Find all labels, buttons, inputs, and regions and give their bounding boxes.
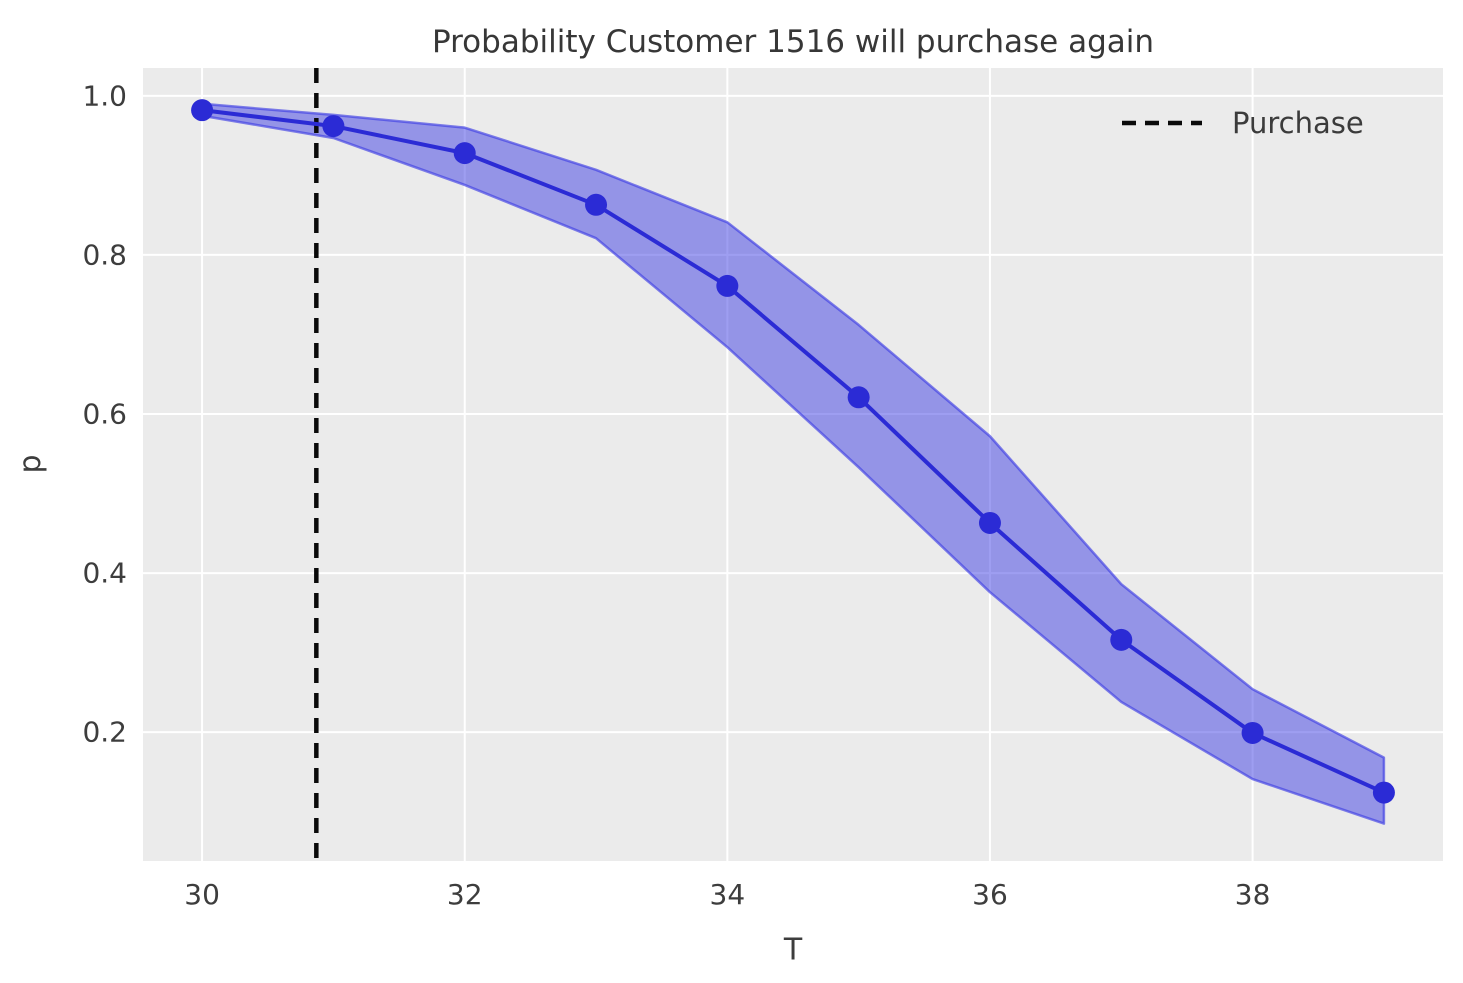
data-point-marker [322,115,345,138]
data-point-marker [191,99,214,122]
data-point-marker [1241,721,1264,744]
x-tick-label: 38 [1235,878,1271,911]
y-tick-label: 0.8 [82,238,127,271]
data-point-marker [1110,628,1133,651]
x-tick-label: 34 [710,878,746,911]
confidence-band [200,102,1386,825]
y-tick-label: 0.2 [82,716,127,749]
x-axis-label: T [783,933,803,968]
x-tick-label: 36 [972,878,1008,911]
legend-label-purchase: Purchase [1232,106,1364,140]
y-axis-label: p [13,454,48,473]
x-tick-label: 32 [447,878,483,911]
x-tick-label: 30 [184,878,220,911]
legend: Purchase [1122,106,1364,140]
y-tick-label: 0.6 [82,397,127,430]
y-tick-label: 0.4 [82,557,127,590]
data-point-marker [978,511,1001,534]
data-point-marker [716,274,739,297]
data-point-marker [453,142,476,165]
chart-title: Probability Customer 1516 will purchase … [432,24,1154,60]
y-tick-label: 1.0 [82,79,127,112]
data-point-marker [847,386,870,409]
data-point-marker [1372,781,1395,804]
probability-line [200,108,1386,795]
plot-layer: 30 32 34 36 38 1.0 0.8 0.6 0.4 0.2 [82,68,1443,911]
data-point-marker [585,193,608,216]
